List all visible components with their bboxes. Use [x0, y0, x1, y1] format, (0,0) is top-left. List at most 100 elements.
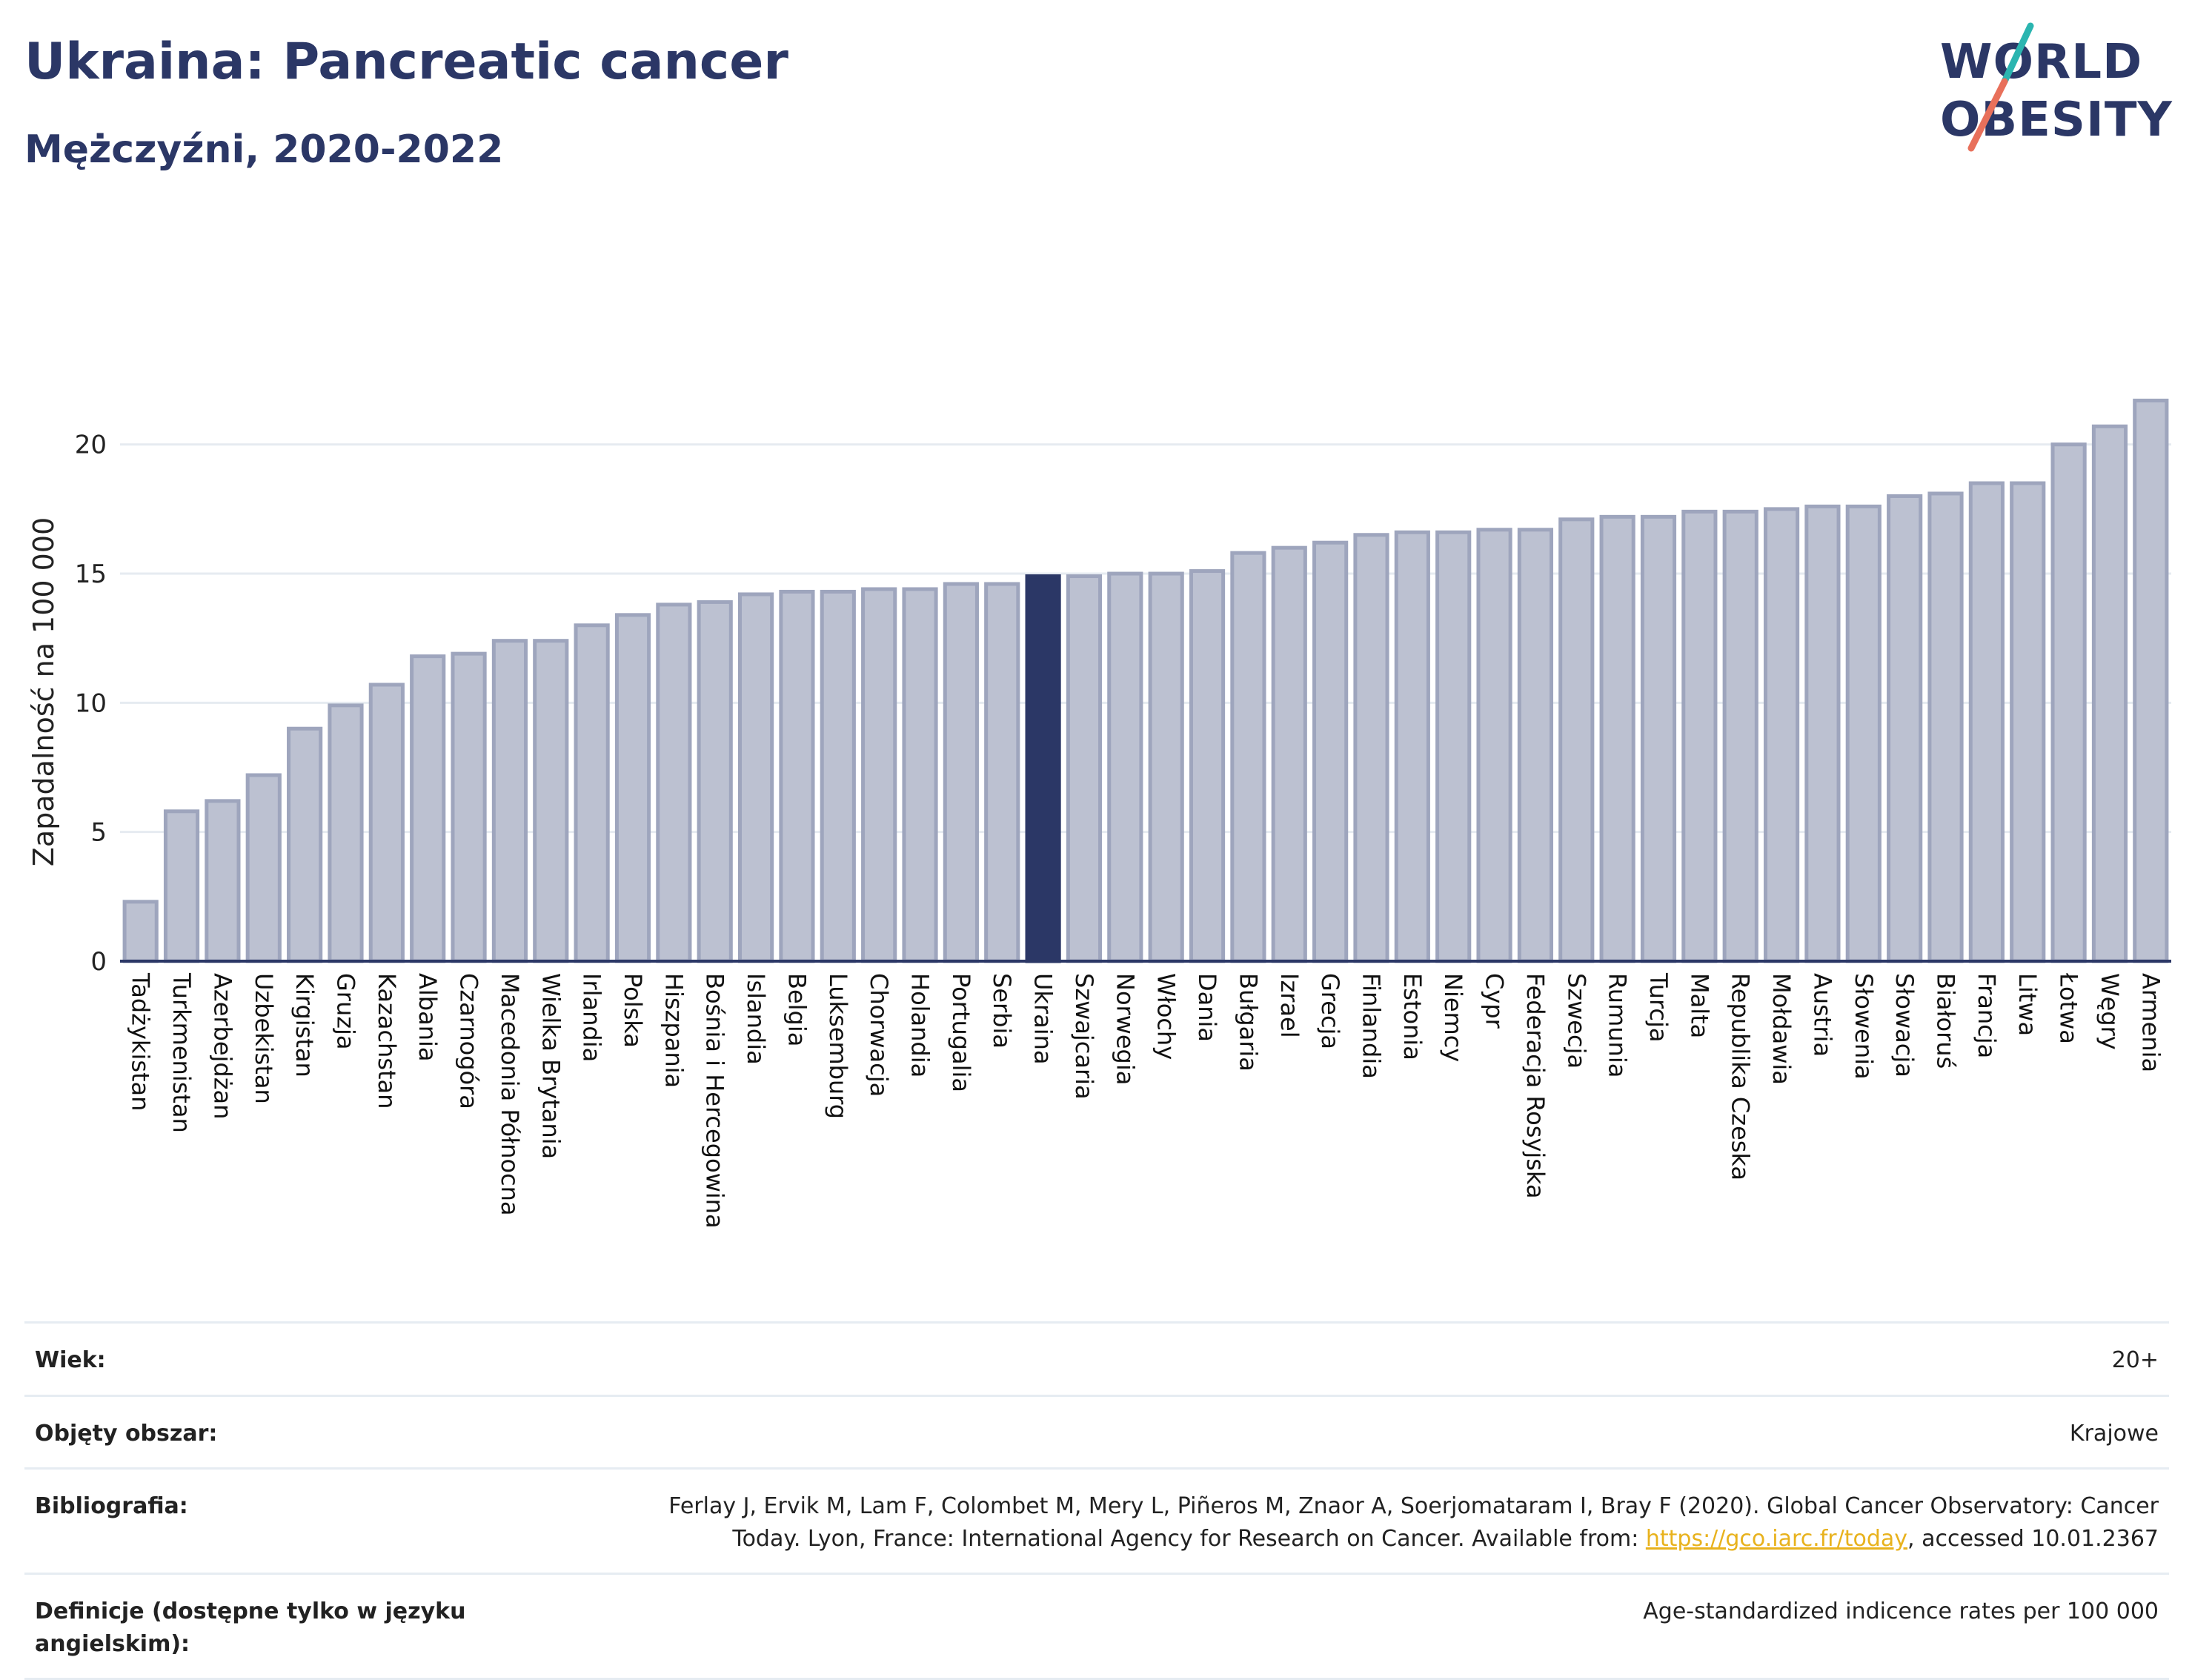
- meta-row-area: Objęty obszar: Krajowe: [24, 1394, 2169, 1468]
- bar-francja[interactable]: [1968, 481, 2005, 963]
- x-tick-label: Malta: [1685, 973, 1713, 1038]
- x-tick-label: Litwa: [2013, 973, 2042, 1036]
- bar-litwa[interactable]: [2010, 481, 2046, 963]
- bar-hiszpania[interactable]: [656, 602, 692, 963]
- bar-tadżykistan[interactable]: [122, 900, 159, 963]
- x-tick-label: Łotwa: [2055, 972, 2083, 1044]
- logo-line1: WORLD: [1940, 35, 2143, 90]
- bar-turkmenistan[interactable]: [163, 809, 200, 963]
- bar-federacja-rosyjska[interactable]: [1517, 528, 1554, 963]
- meta-row-age: Wiek: 20+: [24, 1321, 2169, 1395]
- meta-value-bibliography: Ferlay J, Ervik M, Lam F, Colombet M, Me…: [494, 1490, 2159, 1555]
- y-tick-label: 10: [75, 688, 107, 718]
- x-tick-label: Grecja: [1316, 973, 1344, 1049]
- bar-bośnia-i-hercegowina[interactable]: [697, 600, 733, 963]
- bar-republika-czeska[interactable]: [1722, 509, 1758, 963]
- bar-kirgistan[interactable]: [287, 726, 323, 963]
- bar-włochy[interactable]: [1148, 571, 1184, 963]
- bar-szwajcaria[interactable]: [1066, 574, 1103, 963]
- logo-slash-icon: [1967, 22, 2034, 152]
- x-tick-label: Turcja: [1644, 972, 1673, 1043]
- x-tick-label: Belgia: [783, 973, 811, 1046]
- x-tick-label: Polska: [619, 973, 647, 1048]
- bar-białoruś[interactable]: [1927, 491, 1964, 963]
- bar-słowenia[interactable]: [1845, 504, 1882, 963]
- x-tick-label: Czarnogóra: [455, 973, 483, 1109]
- chart-bars: [122, 398, 2169, 963]
- meta-row-bibliography: Bibliografia: Ferlay J, Ervik M, Lam F, …: [24, 1467, 2169, 1573]
- x-tick-label: Dania: [1193, 973, 1221, 1042]
- x-tick-label: Niemcy: [1439, 973, 1467, 1062]
- bibliography-line2: Today. Lyon, France: International Agenc…: [494, 1523, 2159, 1556]
- bar-szwecja[interactable]: [1558, 517, 1595, 963]
- x-tick-label: Republika Czeska: [1727, 973, 1755, 1181]
- bibliography-link[interactable]: https://gco.iarc.fr/today: [1645, 1525, 1908, 1552]
- bar-finlandia[interactable]: [1353, 533, 1389, 963]
- bar-czarnogóra[interactable]: [451, 651, 487, 963]
- meta-label-definitions: Definicje (dostępne tylko w języku angie…: [35, 1598, 466, 1657]
- x-tick-label: Estonia: [1398, 973, 1427, 1060]
- y-tick-label: 15: [75, 560, 107, 589]
- bar-gruzja[interactable]: [328, 703, 364, 963]
- bar-norwegia[interactable]: [1107, 571, 1143, 963]
- bar-wielka-brytania[interactable]: [533, 639, 569, 963]
- bar-austria[interactable]: [1804, 504, 1841, 963]
- page-title: Ukraina: Pancreatic cancer: [24, 33, 788, 91]
- meta-value-area: Krajowe: [2069, 1420, 2159, 1447]
- x-tick-label: Cypr: [1481, 973, 1509, 1029]
- bar-azerbejdżan[interactable]: [205, 799, 241, 963]
- x-tick-label: Serbia: [988, 973, 1016, 1049]
- meta-value-age: 20+: [2111, 1347, 2159, 1373]
- bar-serbia[interactable]: [984, 582, 1020, 963]
- y-tick-label: 5: [90, 818, 107, 848]
- bar-izrael[interactable]: [1271, 545, 1307, 963]
- x-tick-label: Białoruś: [1932, 973, 1960, 1069]
- bar-holandia[interactable]: [902, 587, 938, 963]
- bar-grecja[interactable]: [1312, 540, 1349, 963]
- x-tick-label: Szwecja: [1562, 973, 1590, 1069]
- x-tick-label: Armenia: [2136, 973, 2165, 1072]
- bar-islandia[interactable]: [737, 592, 774, 963]
- bar-turcja[interactable]: [1640, 514, 1677, 963]
- bar-belgia[interactable]: [779, 589, 815, 963]
- bar-armenia[interactable]: [2133, 398, 2169, 963]
- bar-irlandia[interactable]: [574, 623, 610, 963]
- bar-luksemburg[interactable]: [820, 589, 856, 963]
- bar-słowacja[interactable]: [1887, 494, 1923, 963]
- meta-value-definitions: Age-standardized indicence rates per 100…: [1643, 1598, 2159, 1624]
- x-tick-label: Izrael: [1275, 973, 1303, 1038]
- bar-rumunia[interactable]: [1599, 514, 1635, 963]
- bar-macedonia-północna[interactable]: [491, 639, 528, 963]
- x-tick-label: Uzbekistan: [250, 973, 278, 1104]
- x-tick-label: Macedonia Północna: [496, 973, 524, 1216]
- bibliography-line1: Ferlay J, Ervik M, Lam F, Colombet M, Me…: [668, 1493, 2159, 1519]
- x-tick-label: Bułgaria: [1234, 973, 1262, 1072]
- bar-mołdawia[interactable]: [1763, 507, 1800, 963]
- x-tick-label: Francja: [1973, 973, 2001, 1058]
- bar-dania[interactable]: [1189, 569, 1226, 963]
- bar-ukraina[interactable]: [1025, 574, 1061, 963]
- bar-węgry[interactable]: [2091, 424, 2128, 963]
- bar-kazachstan[interactable]: [368, 683, 405, 963]
- bar-łotwa[interactable]: [2050, 442, 2087, 963]
- bar-portugalia[interactable]: [943, 582, 979, 963]
- x-tick-label: Słowenia: [1850, 973, 1878, 1080]
- bar-malta[interactable]: [1681, 509, 1718, 963]
- x-tick-label: Chorwacja: [865, 973, 893, 1097]
- bar-cypr[interactable]: [1476, 528, 1512, 963]
- x-tick-label: Turkmenistan: [167, 972, 196, 1133]
- x-tick-label: Wielka Brytania: [537, 973, 565, 1159]
- bar-estonia[interactable]: [1394, 530, 1430, 963]
- bar-bułgaria[interactable]: [1230, 551, 1266, 963]
- bar-chorwacja[interactable]: [861, 587, 897, 963]
- x-tick-label: Norwegia: [1111, 973, 1139, 1085]
- x-tick-label: Austria: [1808, 973, 1836, 1057]
- bar-uzbekistan[interactable]: [245, 773, 282, 963]
- meta-label-age: Wiek:: [35, 1347, 106, 1373]
- x-tick-label: Federacja Rosyjska: [1521, 973, 1550, 1199]
- bar-albania[interactable]: [410, 654, 446, 963]
- bibliography-line2-post: , accessed 10.01.2367: [1907, 1525, 2159, 1552]
- x-tick-label: Mołdawia: [1767, 973, 1796, 1085]
- bar-polska[interactable]: [614, 613, 651, 963]
- bar-niemcy[interactable]: [1435, 530, 1472, 963]
